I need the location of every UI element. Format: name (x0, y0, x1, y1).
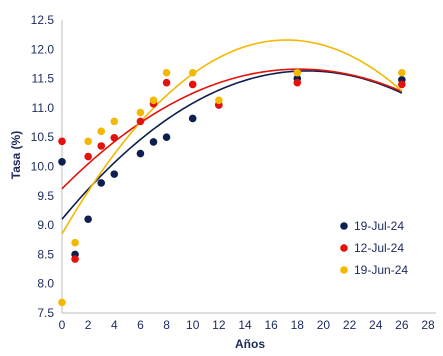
y-tick-label: 10.0 (31, 160, 55, 174)
y-tick-label: 8.0 (37, 277, 54, 291)
legend-marker (340, 222, 348, 230)
data-point (110, 133, 119, 142)
data-point (162, 68, 171, 77)
data-point (136, 149, 145, 158)
data-point (71, 238, 79, 247)
data-point (398, 68, 406, 77)
x-tick-label: 4 (111, 318, 118, 332)
trendlines (61, 39, 403, 235)
axes (61, 20, 436, 314)
y-tick-label: 9.5 (37, 189, 54, 203)
legend-marker (340, 244, 348, 252)
legend-label: 12-Jul-24 (354, 241, 404, 255)
y-axis-title: Tasa (%) (9, 131, 23, 179)
x-tick-label: 22 (343, 318, 357, 332)
data-point (97, 142, 106, 150)
data-point (136, 108, 145, 117)
x-axis-title: Años (235, 337, 265, 351)
x-tick-labels: 0 2 4 6 8 10 12 14 16 18 20 22 24 26 28 (59, 318, 435, 332)
x-tick-label: 24 (369, 318, 383, 332)
trendline (61, 70, 403, 220)
data-point (84, 152, 92, 161)
data-point (71, 255, 79, 263)
x-tick-label: 12 (212, 318, 226, 332)
x-tick-label: 16 (264, 318, 278, 332)
data-point (149, 96, 158, 105)
x-tick-label: 2 (85, 318, 92, 332)
data-point (188, 68, 197, 77)
legend-label: 19-Jun-24 (354, 263, 408, 277)
data-point (84, 215, 92, 224)
data-point (84, 137, 92, 146)
data-point (162, 78, 171, 87)
data-point (215, 96, 223, 105)
data-point (136, 117, 145, 126)
data-point (162, 133, 171, 141)
x-tick-label: 6 (137, 318, 144, 332)
legend-label: 19-Jul-24 (354, 219, 404, 233)
x-tick-label: 0 (59, 318, 66, 332)
legend: 19-Jul-24 12-Jul-24 19-Jun-24 (340, 219, 408, 277)
x-tick-label: 26 (395, 318, 409, 332)
data-point (58, 158, 66, 166)
x-tick-label: 18 (291, 318, 305, 332)
x-tick-label: 20 (317, 318, 331, 332)
data-point (97, 127, 106, 136)
y-tick-label: 12.0 (31, 42, 55, 56)
y-tick-label: 7.5 (37, 306, 54, 320)
data-point (293, 68, 302, 77)
legend-marker (340, 266, 348, 274)
data-point (149, 138, 158, 146)
x-tick-label: 8 (163, 318, 170, 332)
data-point (398, 80, 406, 89)
y-tick-label: 8.5 (37, 247, 54, 261)
data-point (293, 78, 302, 87)
data-point (188, 114, 197, 123)
data-points (58, 68, 406, 307)
y-tick-label: 9.0 (37, 218, 54, 232)
x-tick-label: 28 (421, 318, 435, 332)
data-point (110, 117, 119, 126)
data-point (58, 137, 66, 146)
trendline (61, 68, 403, 190)
x-tick-label: 10 (186, 318, 200, 332)
x-tick-label: 14 (238, 318, 252, 332)
data-point (110, 170, 119, 178)
y-tick-label: 11.0 (32, 101, 55, 115)
y-tick-labels: 7.5 8.0 8.5 9.0 9.5 10.0 10.5 11.0 11.5 12.0 12.5 (31, 13, 55, 320)
data-point (97, 179, 106, 187)
trendline (61, 39, 403, 235)
data-point (188, 80, 197, 89)
y-tick-label: 11.5 (32, 72, 55, 86)
data-point (58, 298, 66, 307)
y-tick-label: 12.5 (31, 13, 55, 27)
y-tick-label: 10.5 (31, 130, 55, 144)
